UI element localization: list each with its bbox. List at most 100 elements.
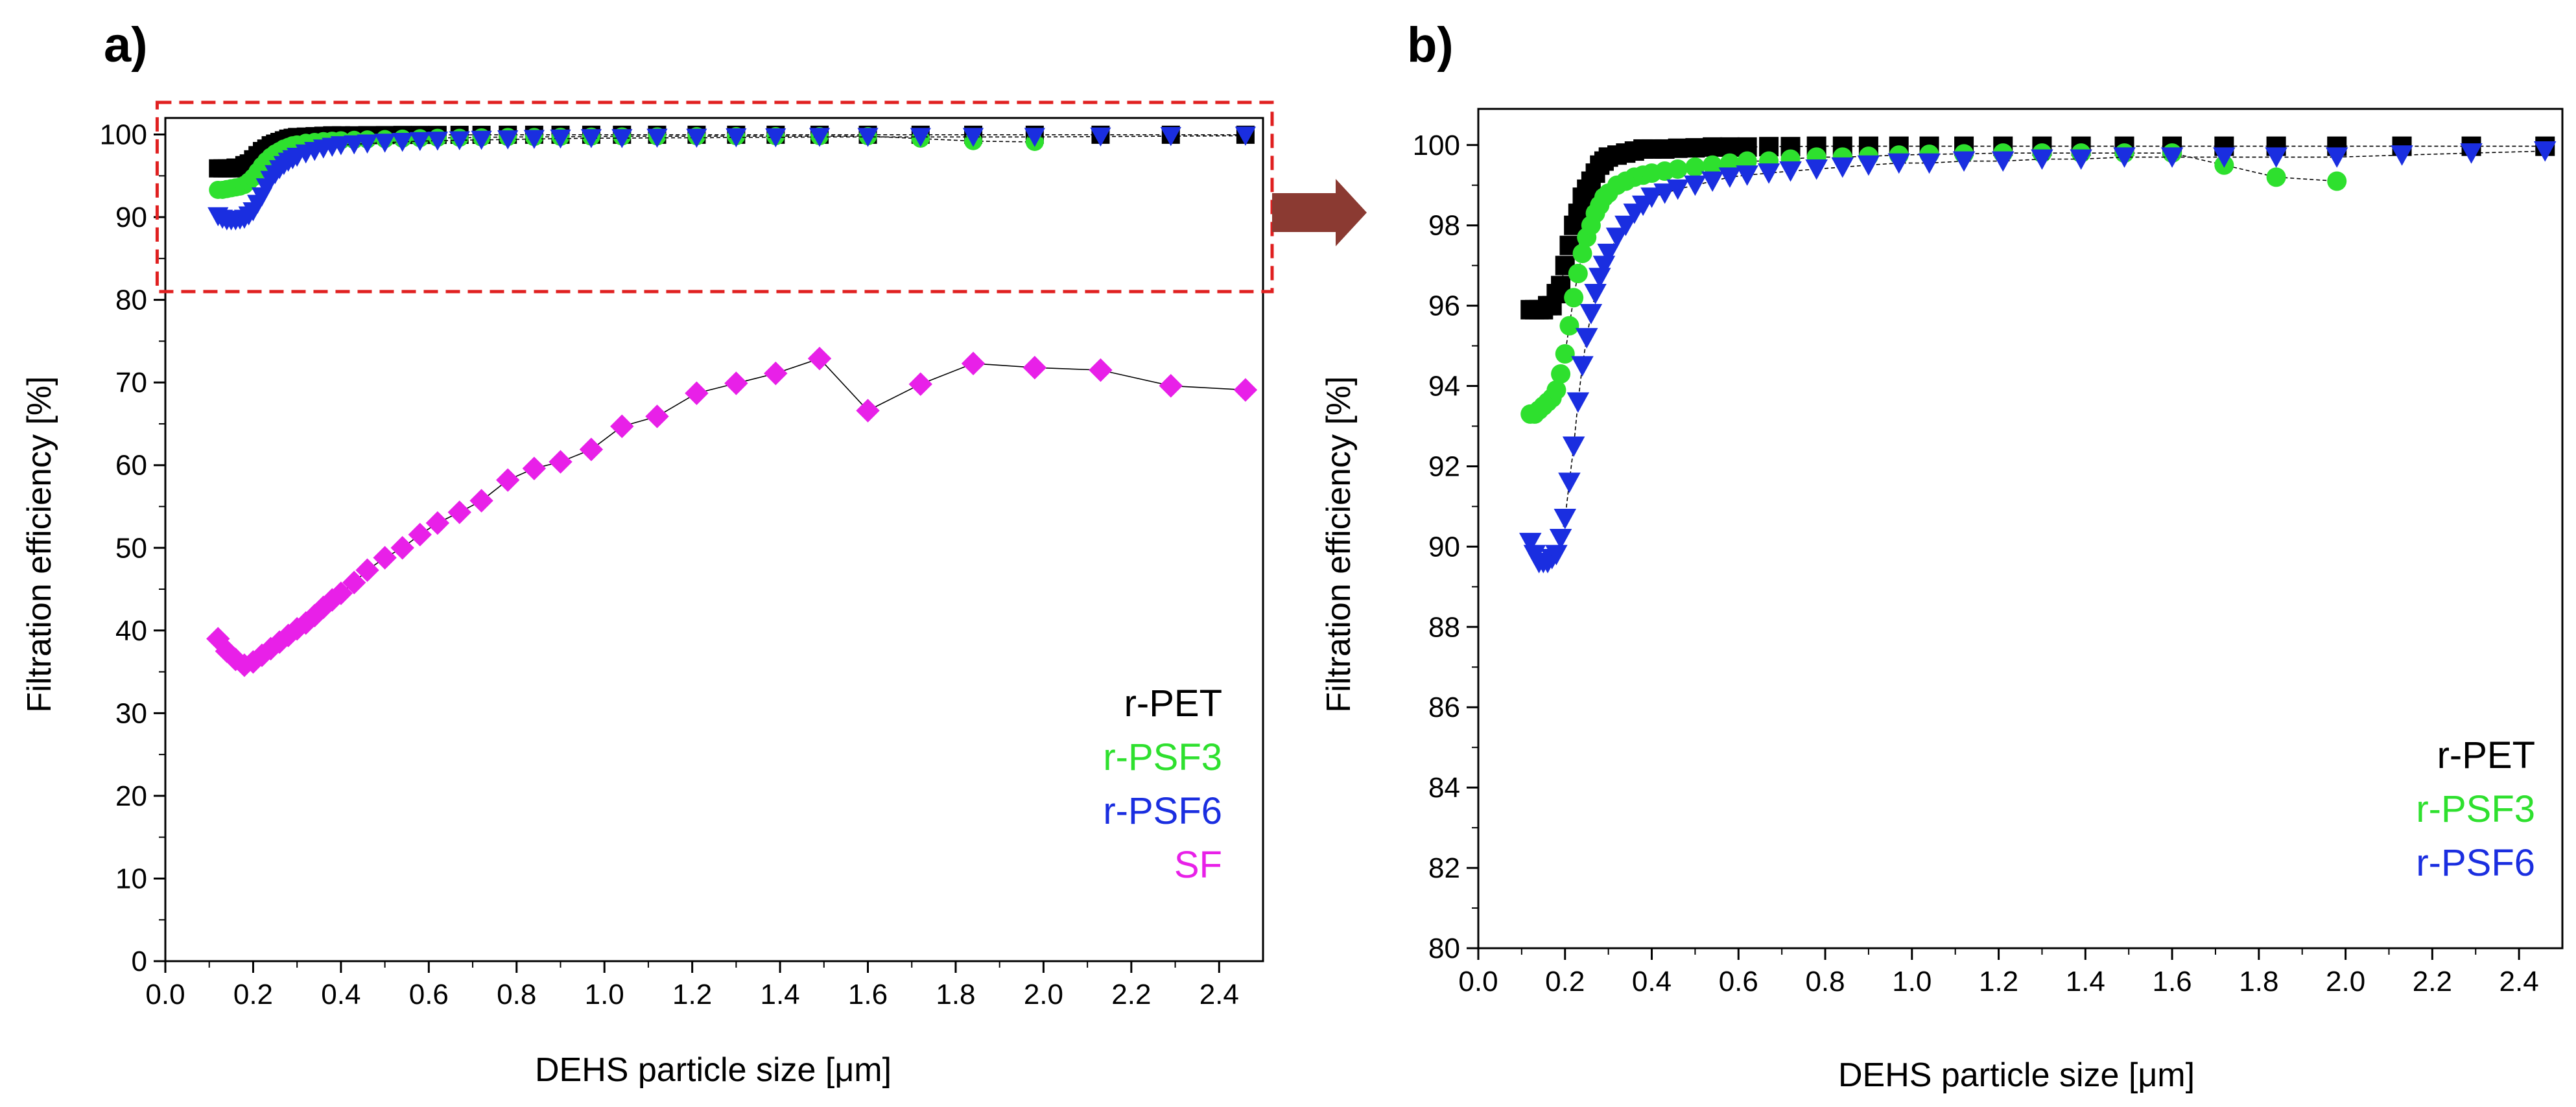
panel-a-data-point [809, 128, 831, 147]
panel-a-data-point [1235, 126, 1257, 146]
panel-a-y-tick-label: 10 [115, 863, 147, 894]
panel-a-y-tick-label: 90 [115, 202, 147, 233]
panel-b-data-point [2265, 147, 2287, 168]
panel-b-y-tick-label: 84 [1428, 772, 1460, 804]
panel-a-data-point [232, 653, 257, 677]
panel-b-data-point [1918, 153, 1941, 174]
panel-a-data-point [961, 351, 986, 376]
panel-b-data-point [2327, 171, 2347, 191]
panel-a-data-point [611, 129, 633, 148]
panel-a-series-SF [206, 346, 1258, 677]
panel-b-x-tick-label: 1.2 [1979, 966, 2018, 997]
panel-a-legend-r-PET: r-PET [1124, 682, 1222, 725]
panel-b-legend-r-PSF6: r-PSF6 [2416, 842, 2535, 884]
panel-a-data-point [390, 536, 414, 560]
panel-a-data-point [408, 522, 432, 547]
panel-a-y-tick-label: 70 [115, 367, 147, 399]
panel-a-data-point [355, 558, 379, 582]
panel-b-x-tick-label: 2.2 [2413, 966, 2452, 997]
panel-a-series-line [217, 135, 1246, 222]
panel-a-data-point [856, 399, 880, 423]
panel-b-y-tick-label: 80 [1428, 933, 1460, 964]
panel-a-x-tick-label: 0.6 [409, 979, 449, 1010]
panel-a-data-point [496, 468, 520, 492]
panel-b-data-point [1571, 356, 1594, 377]
panel-a-data-point [549, 450, 573, 474]
panel-b-data-point [1703, 137, 1723, 157]
panel-b-y-tick-label: 98 [1428, 210, 1460, 242]
panel-b-x-tick-label: 0.8 [1805, 966, 1845, 997]
panel-b-y-tick-label: 90 [1428, 531, 1460, 563]
zoom-arrow-icon [1272, 179, 1367, 246]
panel-b-data-point [1584, 284, 1607, 305]
panel-b-data-point [1519, 533, 1542, 554]
panel-a-data-point [1160, 127, 1181, 146]
panel-a-data-point [471, 130, 492, 150]
panel-b-data-point [2070, 149, 2092, 170]
panel-b-x-tick-label: 0.6 [1719, 966, 1758, 997]
panel-a-data-point [447, 500, 471, 524]
panel-a-plot-frame [164, 117, 1264, 962]
panel-b-x-tick-label: 0.4 [1632, 966, 1672, 997]
panel-b-data-point [1562, 436, 1585, 457]
panel-b-data-point [1668, 159, 1688, 179]
panel-b-data-point [1555, 344, 1575, 364]
panel-b-data-point [1575, 328, 1598, 349]
panel-a-y-axis-label: Filtration efficiency [%] [21, 376, 58, 712]
panel-b-data-point [2031, 149, 2053, 170]
panel-b-data-point [1805, 159, 1828, 180]
panel-b-data-point [1857, 155, 1880, 176]
panel-b-y-tick-label: 100 [1413, 130, 1460, 161]
panel-a-series-r-PSF6 [207, 126, 1257, 231]
panel-b-legend-r-PET: r-PET [2437, 734, 2535, 776]
panel-a-x-tick-label: 1.6 [848, 979, 888, 1010]
panel-a-legend-r-PSF6: r-PSF6 [1103, 790, 1222, 832]
panel-b-data-point [1952, 151, 1976, 172]
panel-b-data-point [1653, 183, 1676, 204]
panel-a-y-tick-label: 30 [115, 697, 147, 729]
panel-a-data-point [764, 361, 788, 386]
panel-b-y-tick-label: 88 [1428, 611, 1460, 643]
panel-a-series [206, 125, 1258, 677]
panel-a-data-point [910, 128, 931, 147]
panel-a-data-point [427, 132, 448, 151]
panel-a-legend: r-PET r-PSF3 r-PSF6 SF [1103, 682, 1222, 886]
panel-a-x-tick-label: 0.8 [497, 979, 536, 1010]
panel-b-data-point [1614, 215, 1637, 237]
panel-b-data-point [1757, 163, 1780, 184]
panel-b-axes: 0.0 0.2 0.4 0.6 0.8 1.0 1.2 1.4 1.6 1.8 2.0 2.2 2.4 8… [1413, 108, 2564, 997]
panel-b-label: b) [1407, 17, 1454, 73]
panel-b-data-point [1666, 179, 1689, 200]
panel-b-data-point [1568, 264, 1588, 284]
panel-b-data-point [1668, 138, 1688, 158]
panel-a-x-tick-label: 1.0 [585, 979, 624, 1010]
panel-b-series-r-PSF6 [1519, 141, 2557, 574]
panel-a-data-point [523, 130, 545, 149]
highlight-box [155, 100, 1274, 294]
panel-b-data-point [1701, 171, 1724, 192]
panel-b-data-point [1605, 227, 1629, 248]
panel-a-data-point [392, 132, 413, 152]
panel-b-y-tick-label: 86 [1428, 692, 1460, 723]
panel-a-data-point [580, 129, 602, 148]
panel-b-x-tick-label: 0.0 [1458, 966, 1498, 997]
panel-b-legend: r-PET r-PSF3 r-PSF6 [2416, 734, 2535, 884]
panel-b-legend-r-PSF3: r-PSF3 [2416, 788, 2535, 830]
panel-b-x-tick-label: 1.0 [1892, 966, 1932, 997]
panel-b-data-point [1779, 161, 1802, 182]
panel-b-data-point [2160, 147, 2184, 168]
panel-a-data-point [610, 414, 634, 438]
panel-a-x-tick-label: 0.0 [145, 979, 185, 1010]
panel-a-data-point [449, 131, 470, 150]
panel-b-y-axis-label: Filtration efficiency [%] [1320, 376, 1358, 712]
panel-b-data-point [1572, 244, 1592, 264]
panel-a-data-point [579, 437, 604, 461]
panel-a-data-point [320, 588, 344, 612]
panel-a-x-tick-label: 1.2 [672, 979, 712, 1010]
panel-b-x-tick-label: 1.8 [2239, 966, 2278, 997]
panel-a-data-point [224, 647, 248, 671]
panel-a-data-point [374, 134, 396, 153]
panel-a-data-point [329, 581, 353, 605]
panel-b-plot-frame [1477, 108, 2564, 950]
